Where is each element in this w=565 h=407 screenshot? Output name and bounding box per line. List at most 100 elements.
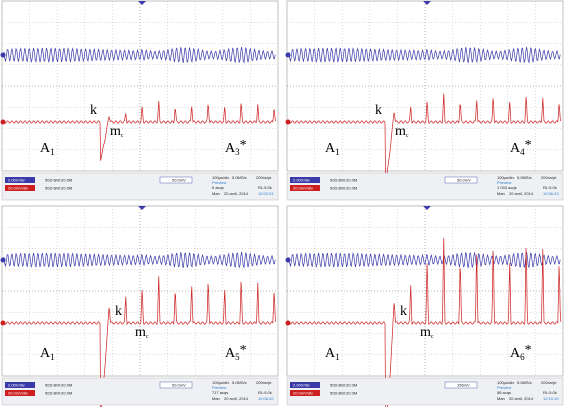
label-main: A (225, 346, 236, 361)
label-sub: 1 (335, 352, 340, 362)
label-left: A1 (40, 346, 55, 362)
channel-2-marker (0, 119, 6, 125)
label-left: A1 (325, 346, 340, 362)
channel-2-marker (0, 320, 6, 326)
channel-2-trace (3, 100, 277, 161)
label-sub: 6 (520, 352, 525, 362)
label-sub: 1 (335, 147, 340, 157)
label-main: A (225, 141, 236, 156)
resolution: 200ns/pt (541, 380, 557, 385)
channel-2-trace (288, 237, 562, 407)
label-right: A5* (225, 343, 247, 362)
record-length: RL:5.0k (543, 390, 557, 395)
label-right: A6* (510, 343, 532, 362)
sample-rate: 5.0MS/s (232, 380, 247, 385)
ch2-scale: 20.0mV/div (8, 391, 28, 396)
sample-rate: 5.0MS/s (232, 175, 247, 180)
channel-1-marker (285, 257, 291, 263)
channel-2-trace (3, 276, 277, 407)
ch2-box (290, 185, 320, 191)
label-k: k (400, 304, 407, 319)
label-sub: c (431, 334, 434, 340)
trigger-mode: Man (497, 191, 505, 196)
label-main: A (325, 346, 336, 361)
trigger-box (159, 176, 193, 184)
channel-1-trace (3, 46, 276, 64)
ch1-box (5, 382, 35, 388)
ch2-info: 50Ω BW:20.0M (330, 186, 357, 191)
trigger-box (444, 176, 478, 184)
ch2-info: 50Ω BW:20.0M (45, 391, 72, 396)
trigger-box (444, 381, 478, 389)
label-main: A (40, 346, 51, 361)
acquisitions: 717 acqs (212, 390, 228, 395)
label-sub: 1 (50, 147, 55, 157)
timebase: 100µs/div (497, 380, 514, 385)
date: 20 avril, 2014 (224, 191, 249, 196)
channel-2-trace (288, 93, 562, 186)
acquisitions: 6 acqs (212, 185, 224, 190)
ch1-scale: 2.00V/div (293, 383, 310, 388)
label-mc: mc (420, 325, 434, 340)
trigger-box (159, 381, 193, 389)
status-bar (286, 377, 564, 406)
ch1-box (5, 177, 35, 183)
date: 20 avril, 2014 (224, 396, 249, 401)
clock: 12:10:15 (543, 396, 559, 401)
record-length: RL:5.0k (543, 185, 557, 190)
status-bar (286, 172, 564, 201)
channel-1-trace (288, 46, 561, 64)
label-sub: 3 (235, 147, 240, 157)
status-bar (1, 377, 279, 406)
label-main: m (395, 124, 406, 139)
record-length: RL:5.0k (258, 185, 272, 190)
label-sub: c (146, 334, 149, 340)
channel-1-marker (285, 52, 291, 58)
label-k: k (90, 103, 97, 118)
label-sup: * (240, 138, 247, 153)
label-mc: mc (135, 325, 149, 340)
mode: Preview (212, 385, 226, 390)
label-main: m (135, 325, 146, 340)
timebase: 100µs/div (212, 380, 229, 385)
label-left: A1 (40, 141, 55, 157)
label-k: k (375, 103, 382, 118)
label-k: k (115, 304, 122, 319)
label-main: A (510, 346, 521, 361)
trigger-marker (423, 1, 431, 5)
resolution: 200ns/pt (256, 175, 272, 180)
channel-2-marker (285, 320, 291, 326)
label-main: A (510, 141, 521, 156)
ch2-scale: 20.0mV/div (293, 391, 313, 396)
ch2-box (5, 185, 35, 191)
label-sub: c (121, 133, 124, 139)
channel-1-marker (0, 52, 6, 58)
label-sup: * (240, 343, 247, 358)
label-sup: * (525, 138, 532, 153)
ch1-scale: 2.00V/div (8, 178, 25, 183)
ch1-info: 50Ω BW:20.0M (330, 178, 357, 183)
ch1-info: 50Ω BW:20.0M (330, 383, 357, 388)
timebase: 100µs/div (212, 175, 229, 180)
label-sub: c (406, 133, 409, 139)
trigger-mode: Man (212, 396, 220, 401)
trigger-mode: Man (497, 396, 505, 401)
trigger-level: 156mV (457, 383, 470, 388)
acquisitions: 1 033 acqs (497, 185, 517, 190)
label-sub: 4 (520, 147, 525, 157)
date: 20 avril, 2014 (509, 191, 534, 196)
ch2-box (5, 390, 35, 396)
trigger-marker (423, 206, 431, 210)
trigger-mode: Man (212, 191, 220, 196)
ch2-info: 50Ω BW:20.0M (330, 391, 357, 396)
trigger-level: 50.0mV (172, 178, 186, 183)
label-mc: mc (395, 124, 409, 139)
ch2-scale: 20.0mV/div (8, 186, 28, 191)
status-bar (1, 172, 279, 201)
channel-1-trace (288, 251, 561, 269)
date: 20 avril, 2014 (509, 396, 534, 401)
